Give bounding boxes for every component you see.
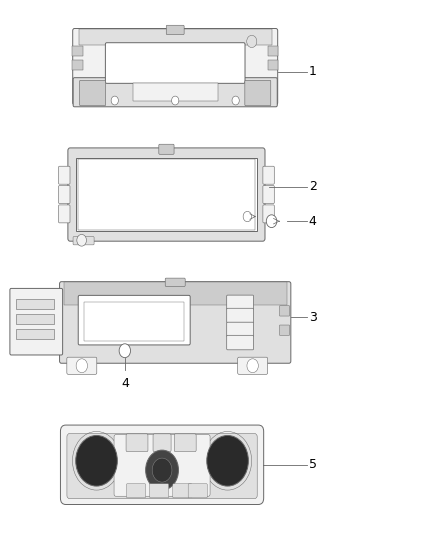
- FancyBboxPatch shape: [263, 185, 274, 204]
- Circle shape: [207, 435, 248, 486]
- FancyBboxPatch shape: [227, 308, 254, 323]
- FancyBboxPatch shape: [173, 484, 192, 498]
- FancyBboxPatch shape: [227, 335, 254, 350]
- FancyBboxPatch shape: [174, 434, 196, 452]
- Bar: [268, 46, 278, 56]
- FancyBboxPatch shape: [73, 28, 278, 104]
- FancyBboxPatch shape: [60, 281, 291, 364]
- FancyBboxPatch shape: [73, 78, 277, 107]
- FancyBboxPatch shape: [106, 43, 245, 83]
- Circle shape: [247, 35, 257, 47]
- FancyBboxPatch shape: [166, 25, 184, 35]
- FancyBboxPatch shape: [60, 425, 264, 504]
- Circle shape: [111, 96, 118, 105]
- FancyBboxPatch shape: [188, 484, 207, 498]
- Circle shape: [152, 458, 172, 482]
- Circle shape: [76, 435, 117, 486]
- FancyBboxPatch shape: [263, 166, 274, 184]
- FancyBboxPatch shape: [127, 484, 145, 498]
- FancyBboxPatch shape: [227, 322, 254, 337]
- FancyBboxPatch shape: [227, 295, 254, 310]
- Bar: [16, 329, 54, 340]
- Text: 3: 3: [309, 311, 317, 324]
- FancyBboxPatch shape: [67, 357, 97, 374]
- Text: 2: 2: [309, 180, 317, 193]
- Bar: [16, 314, 54, 324]
- FancyBboxPatch shape: [78, 295, 190, 345]
- Circle shape: [243, 212, 251, 222]
- Bar: [268, 60, 278, 70]
- Text: 1: 1: [309, 66, 317, 78]
- FancyBboxPatch shape: [165, 278, 185, 286]
- Circle shape: [76, 359, 88, 373]
- FancyBboxPatch shape: [68, 148, 265, 241]
- Text: 4: 4: [121, 377, 129, 390]
- FancyBboxPatch shape: [59, 185, 70, 204]
- FancyBboxPatch shape: [73, 237, 94, 245]
- Bar: [72, 46, 82, 56]
- FancyBboxPatch shape: [59, 166, 70, 184]
- FancyBboxPatch shape: [114, 435, 210, 496]
- FancyBboxPatch shape: [159, 144, 174, 154]
- FancyBboxPatch shape: [126, 434, 148, 452]
- Circle shape: [145, 450, 179, 490]
- Circle shape: [77, 235, 86, 246]
- Circle shape: [266, 215, 277, 228]
- Circle shape: [232, 96, 239, 105]
- Bar: [72, 60, 82, 70]
- FancyBboxPatch shape: [150, 484, 169, 498]
- FancyBboxPatch shape: [80, 80, 106, 106]
- FancyBboxPatch shape: [67, 434, 257, 499]
- Circle shape: [119, 344, 131, 358]
- FancyBboxPatch shape: [10, 288, 63, 355]
- Circle shape: [172, 96, 179, 105]
- Bar: [79, 29, 272, 45]
- Text: 5: 5: [309, 458, 317, 471]
- Circle shape: [247, 359, 258, 373]
- Bar: [76, 158, 257, 231]
- FancyBboxPatch shape: [59, 205, 70, 223]
- FancyBboxPatch shape: [279, 306, 290, 316]
- FancyBboxPatch shape: [238, 357, 268, 374]
- Bar: [84, 302, 184, 341]
- Text: 4: 4: [309, 215, 317, 228]
- FancyBboxPatch shape: [245, 80, 271, 106]
- Bar: [133, 83, 218, 101]
- FancyBboxPatch shape: [263, 205, 274, 223]
- Bar: [16, 298, 54, 309]
- Bar: [64, 282, 287, 305]
- Bar: [78, 159, 255, 230]
- FancyBboxPatch shape: [279, 325, 290, 335]
- FancyBboxPatch shape: [153, 434, 171, 452]
